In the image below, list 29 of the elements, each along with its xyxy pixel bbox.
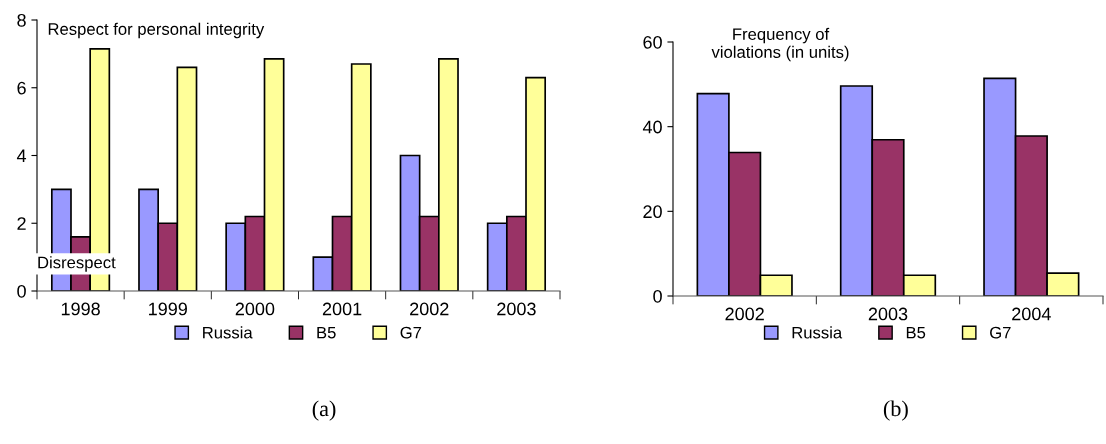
y-tick-label: 0 [653, 289, 662, 303]
text: (a) [312, 400, 336, 421]
legend-label: Russia [203, 326, 253, 339]
y-tick-label: 4 [16, 149, 27, 163]
annotation: Respect for personal integrity [48, 22, 265, 39]
y-tick-label: 2 [17, 217, 26, 230]
annotation: Frequency of violations (in units) [711, 27, 849, 62]
y-tick-label: 8 [17, 13, 26, 27]
y-tick-label: 60 [643, 35, 662, 49]
x-tick-label: 2002 [725, 307, 764, 321]
y-tick-label: 0 [17, 284, 26, 298]
x-tick-label: 2004 [1012, 307, 1051, 321]
x-tick-label: 2001 [322, 302, 362, 316]
x-tick-label: 2000 [235, 302, 275, 316]
annotation: Disrespect [38, 256, 116, 272]
y-tick-label: 6 [17, 81, 26, 95]
legend-label: G7 [400, 326, 422, 339]
legend-label: B5 [317, 326, 336, 339]
x-tick-label: 2002 [410, 302, 449, 316]
text: (b) [883, 400, 908, 421]
x-tick-label: 2003 [868, 307, 908, 321]
x-tick-label: 1998 [61, 302, 100, 316]
legend-label: Russia [792, 326, 843, 339]
x-tick-label: 1999 [149, 302, 187, 316]
y-tick-label: 40 [642, 120, 662, 134]
y-tick-label: 20 [643, 205, 662, 219]
legend-label: G7 [990, 326, 1011, 339]
legend-label: B5 [906, 326, 926, 339]
x-tick-label: 2003 [497, 302, 536, 316]
